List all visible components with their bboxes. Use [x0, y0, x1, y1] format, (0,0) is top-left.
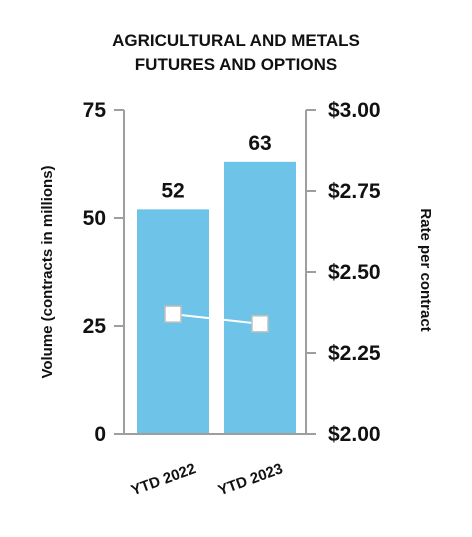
plot-area: 52 63 0 25 50 75 $2.00 $2.25 $2.50 $2.75 $3.00 YTD … — [83, 99, 381, 499]
rate-line — [172, 313, 261, 325]
chart-title-line-1: AGRICULTURAL AND METALS — [112, 31, 360, 50]
bar-value-label-1: 52 — [161, 179, 184, 202]
right-axis-tick-label-3: $2.50 — [328, 261, 381, 284]
left-axis-tick-label-2: 25 — [83, 315, 107, 338]
right-axis-title: Rate per contract — [417, 208, 434, 331]
rate-marker-2 — [251, 315, 269, 333]
left-axis-title: Volume (contracts in millions) — [39, 165, 56, 378]
right-axis-tick-label-1: $2.00 — [328, 423, 381, 446]
left-axis-tick-label-3: 50 — [83, 207, 106, 230]
right-axis-tick-label-2: $2.25 — [328, 342, 381, 365]
bar-2 — [224, 161, 296, 434]
category-label-1: YTD 2022 — [129, 460, 198, 499]
right-axis-tick-label-5: $3.00 — [328, 99, 381, 122]
category-label-2: YTD 2023 — [216, 460, 285, 499]
bar-value-label-2: 63 — [248, 132, 271, 155]
rate-marker-1 — [164, 305, 182, 323]
chart-title: AGRICULTURAL AND METALS FUTURES AND OPTI… — [112, 31, 360, 74]
left-axis-tick-label-1: 0 — [94, 423, 106, 446]
left-axis-tick-label-4: 75 — [83, 99, 107, 122]
right-axis-tick-label-4: $2.75 — [328, 180, 381, 203]
chart-title-line-2: FUTURES AND OPTIONS — [135, 55, 337, 74]
